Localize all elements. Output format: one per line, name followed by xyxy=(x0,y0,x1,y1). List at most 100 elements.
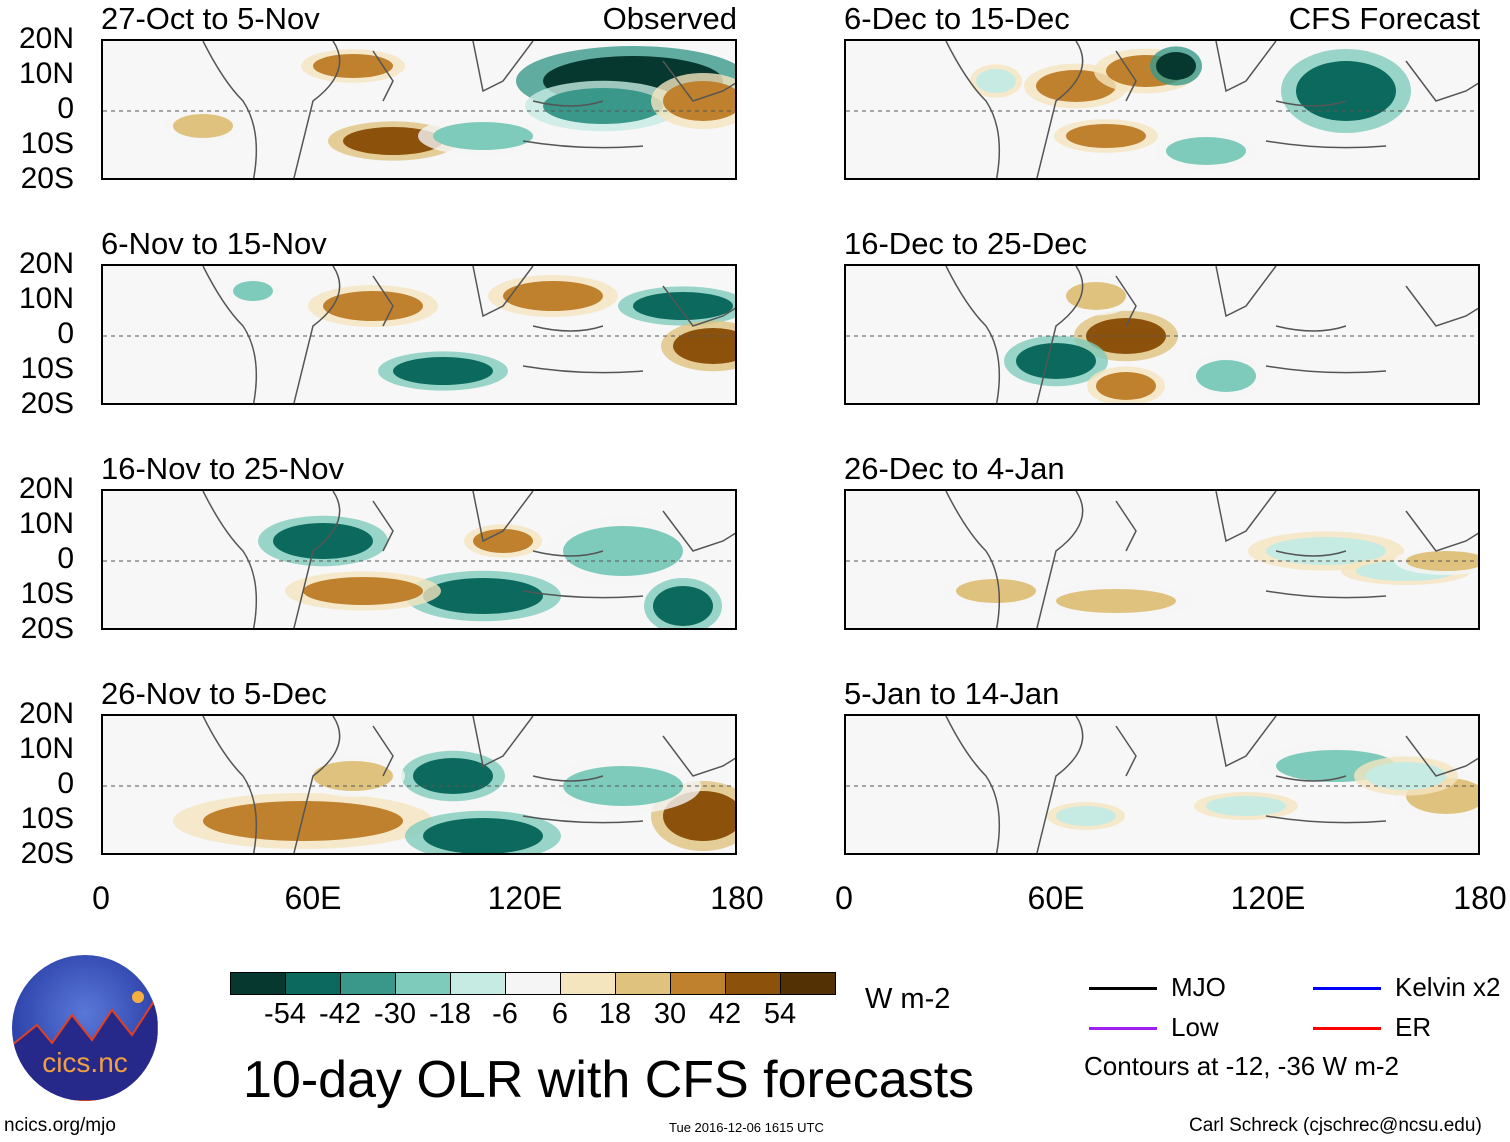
lat-label: 0 xyxy=(57,542,74,575)
lat-label: 0 xyxy=(57,317,74,350)
footer-url[interactable]: ncics.org/mjo xyxy=(4,1115,116,1136)
map-panel xyxy=(101,489,737,630)
olr-map xyxy=(103,41,735,178)
lon-label: 0 xyxy=(835,880,853,916)
panel-tag: CFS Forecast xyxy=(1288,1,1480,36)
olr-map xyxy=(846,491,1478,628)
legend-label: ER xyxy=(1395,1012,1432,1042)
olr-anomaly-shading xyxy=(233,281,273,301)
lon-label: 60E xyxy=(284,880,342,916)
cics-logo: cics.nc xyxy=(12,955,158,1101)
lon-label: 60E xyxy=(1027,880,1085,916)
olr-anomaly-shading xyxy=(173,114,233,138)
olr-anomaly-shading xyxy=(976,69,1016,93)
lat-label: 10S xyxy=(20,577,74,610)
lat-label: 10N xyxy=(18,282,74,315)
olr-anomaly-shading xyxy=(1296,61,1396,121)
olr-anomaly-shading xyxy=(323,291,423,321)
map-panel xyxy=(101,264,737,405)
panel-tag: Observed xyxy=(602,1,737,36)
olr-map xyxy=(103,716,735,853)
map-panel xyxy=(844,489,1480,630)
olr-anomaly-shading xyxy=(1036,70,1116,102)
lat-label: 20S xyxy=(20,837,74,870)
colorbar-label: 54 xyxy=(763,998,797,1030)
olr-map xyxy=(846,716,1478,853)
lat-label: 20S xyxy=(20,612,74,645)
lon-label: 120E xyxy=(487,880,563,916)
olr-anomaly-shading xyxy=(433,122,533,150)
legend-swatch xyxy=(1089,1027,1157,1030)
coastline xyxy=(945,716,1478,853)
colorbar-label: 30 xyxy=(653,998,687,1030)
olr-anomaly-shading xyxy=(1206,796,1286,816)
colorbar-label: -54 xyxy=(264,998,306,1030)
colorbar-label: -6 xyxy=(492,998,518,1030)
map-panel xyxy=(844,714,1480,855)
olr-anomaly-shading xyxy=(543,88,663,124)
olr-anomaly-shading xyxy=(303,577,423,605)
panel-title: 6-Dec to 15-Dec xyxy=(844,1,1070,36)
olr-anomaly-shading xyxy=(413,758,493,794)
lat-label: 10S xyxy=(20,127,74,160)
olr-anomaly-shading xyxy=(1366,762,1446,790)
olr-map xyxy=(846,41,1478,178)
footer-timestamp: Tue 2016-12-06 1615 UTC xyxy=(669,1120,824,1135)
figure-title: 10-day OLR with CFS forecasts xyxy=(243,1051,975,1109)
lat-label: 10N xyxy=(18,57,74,90)
colorbar-label: 6 xyxy=(551,998,569,1030)
colorbar-label: -42 xyxy=(319,998,361,1030)
olr-anomaly-shading xyxy=(313,54,393,78)
map-panel xyxy=(844,39,1480,180)
colorbar-swatch xyxy=(725,972,781,995)
lat-label: 20S xyxy=(20,162,74,195)
panel-title: 5-Jan to 14-Jan xyxy=(844,676,1060,711)
panel-title: 27-Oct to 5-Nov xyxy=(101,1,320,36)
olr-map xyxy=(103,266,735,403)
panel-title: 6-Nov to 15-Nov xyxy=(101,226,327,261)
contour-note: Contours at -12, -36 W m-2 xyxy=(1084,1051,1399,1081)
legend-swatch xyxy=(1089,987,1157,990)
map-panel xyxy=(844,264,1480,405)
legend-swatch xyxy=(1313,987,1381,990)
olr-anomaly-shading xyxy=(1266,537,1386,565)
panel-title: 26-Dec to 4-Jan xyxy=(844,451,1065,486)
colorbar-swatch xyxy=(340,972,396,995)
colorbar-units: W m-2 xyxy=(865,983,951,1015)
olr-anomaly-shading xyxy=(423,578,543,614)
lat-label: 0 xyxy=(57,92,74,125)
olr-anomaly-shading xyxy=(343,127,443,155)
colorbar-swatch xyxy=(395,972,451,995)
lat-label: 20N xyxy=(18,22,74,55)
olr-anomaly-shading xyxy=(1056,806,1116,826)
olr-anomaly-shading xyxy=(1166,137,1246,165)
coastline xyxy=(202,716,735,853)
lat-label: 10S xyxy=(20,352,74,385)
olr-anomaly-shading xyxy=(423,818,543,853)
lat-label: 10N xyxy=(18,507,74,540)
olr-anomaly-shading xyxy=(1066,282,1126,310)
olr-anomaly-shading xyxy=(673,328,735,364)
legend-label: Low xyxy=(1171,1012,1219,1042)
lon-label: 180 xyxy=(1453,880,1507,916)
olr-anomaly-shading xyxy=(1056,589,1176,613)
colorbar-swatch xyxy=(285,972,341,995)
colorbar-swatch xyxy=(450,972,506,995)
footer-author: Carl Schreck (cjschrec@ncsu.edu) xyxy=(1189,1115,1482,1136)
olr-anomaly-shading xyxy=(1066,124,1146,148)
olr-map xyxy=(103,491,735,628)
logo-text: cics.nc xyxy=(42,1047,128,1078)
olr-anomaly-shading xyxy=(503,281,603,311)
map-panel xyxy=(101,714,737,855)
olr-anomaly-shading xyxy=(203,801,403,841)
colorbar-label: -30 xyxy=(374,998,416,1030)
olr-anomaly-shading xyxy=(956,579,1036,603)
coastline xyxy=(202,41,735,178)
olr-anomaly-shading xyxy=(473,529,533,553)
legend-swatch xyxy=(1313,1027,1381,1030)
map-panel xyxy=(101,39,737,180)
olr-anomaly-shading xyxy=(1156,52,1196,80)
lat-label: 20S xyxy=(20,387,74,420)
colorbar-swatch xyxy=(230,972,286,995)
